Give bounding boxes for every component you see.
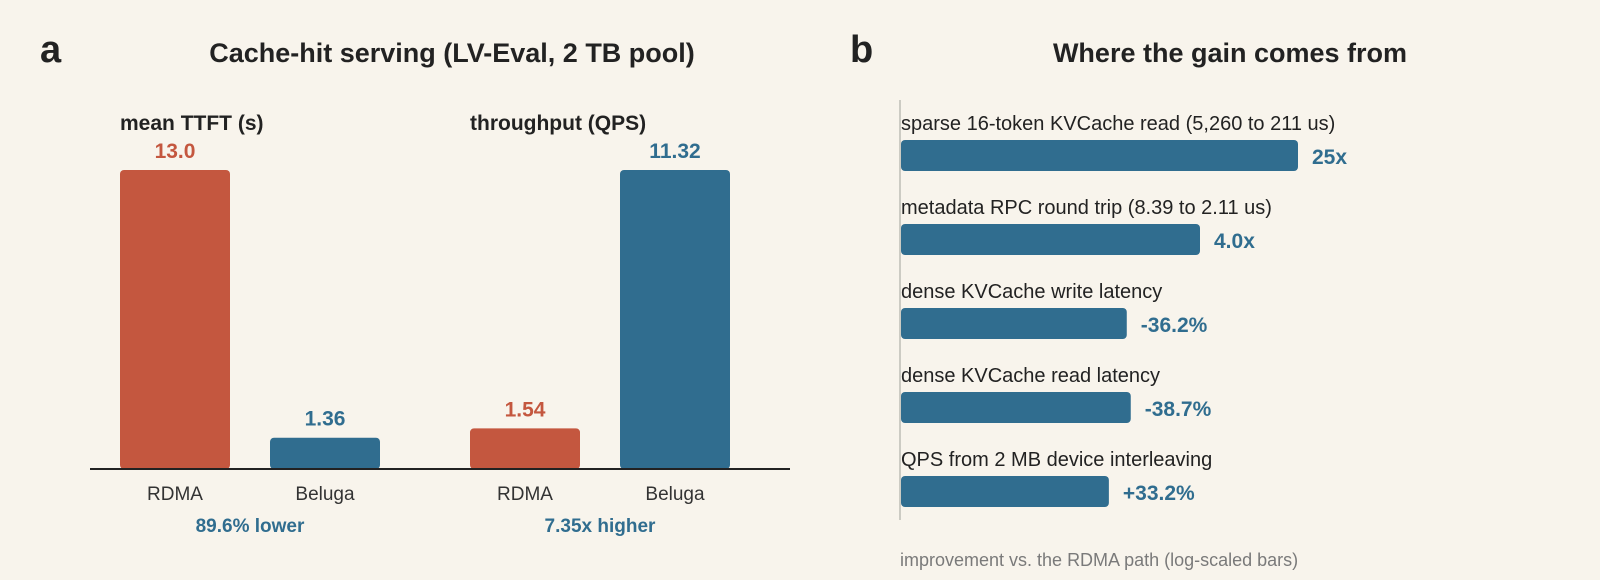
hbar <box>901 476 1109 507</box>
value-label: 1.54 <box>505 398 546 421</box>
category-label: RDMA <box>147 484 203 505</box>
category-label: Beluga <box>295 484 355 505</box>
bar-rdma <box>120 170 230 469</box>
category-label: Beluga <box>645 484 705 505</box>
hbar-category-label: metadata RPC round trip (8.39 to 2.11 us… <box>901 197 1272 219</box>
hbar-row: dense KVCache read latency -38.7% <box>901 365 1212 423</box>
hbar <box>901 308 1127 339</box>
subplot-title: mean TTFT (s) <box>120 112 264 135</box>
panel-a: a Cache-hit serving (LV-Eval, 2 TB pool)… <box>40 29 790 537</box>
panel-a-title: Cache-hit serving (LV-Eval, 2 TB pool) <box>209 38 695 68</box>
hbar-category-label: sparse 16-token KVCache read (5,260 to 2… <box>901 113 1335 135</box>
bar-beluga <box>620 170 730 469</box>
value-label: 1.36 <box>305 408 346 431</box>
panel-b: b Where the gain comes from sparse 16-to… <box>850 29 1407 570</box>
hbar-row: dense KVCache write latency -36.2% <box>901 281 1208 339</box>
subplot-note: 89.6% lower <box>196 516 305 537</box>
hbar-category-label: QPS from 2 MB device interleaving <box>901 449 1212 471</box>
hbar <box>901 392 1131 423</box>
hbar-row: QPS from 2 MB device interleaving +33.2% <box>901 449 1212 507</box>
panel-letter-b: b <box>850 29 873 71</box>
hbar <box>901 140 1298 171</box>
hbar <box>901 224 1201 255</box>
panel-b-xlabel: improvement vs. the RDMA path (log-scale… <box>900 550 1298 570</box>
panel-b-title: Where the gain comes from <box>1053 38 1407 68</box>
hbar-value-label: -36.2% <box>1141 314 1208 337</box>
subplot-1: mean TTFT (s) 13.0 RDMA 1.36 Beluga 89.6% low… <box>120 112 380 537</box>
hbar-value-label: +33.2% <box>1123 482 1195 505</box>
bar-rdma <box>470 428 580 469</box>
subplot-title: throughput (QPS) <box>470 112 646 135</box>
subplot-2: throughput (QPS) 1.54 RDMA 11.32 Beluga 7.35x… <box>470 112 730 537</box>
panel-b-bars: sparse 16-token KVCache read (5,260 to 2… <box>901 113 1347 507</box>
subplot-note: 7.35x higher <box>545 516 656 537</box>
hbar-row: metadata RPC round trip (8.39 to 2.11 us… <box>901 197 1272 255</box>
hbar-category-label: dense KVCache read latency <box>901 365 1160 387</box>
hbar-row: sparse 16-token KVCache read (5,260 to 2… <box>901 113 1347 171</box>
value-label: 13.0 <box>155 140 196 163</box>
panel-a-subplots: mean TTFT (s) 13.0 RDMA 1.36 Beluga 89.6% low… <box>120 112 730 537</box>
panel-letter-a: a <box>40 29 62 71</box>
hbar-category-label: dense KVCache write latency <box>901 281 1162 303</box>
value-label: 11.32 <box>649 140 700 163</box>
category-label: RDMA <box>497 484 553 505</box>
hbar-value-label: -38.7% <box>1145 398 1212 421</box>
hbar-value-label: 4.0x <box>1214 230 1255 253</box>
hbar-value-label: 25x <box>1312 146 1347 169</box>
bar-beluga <box>270 437 380 469</box>
